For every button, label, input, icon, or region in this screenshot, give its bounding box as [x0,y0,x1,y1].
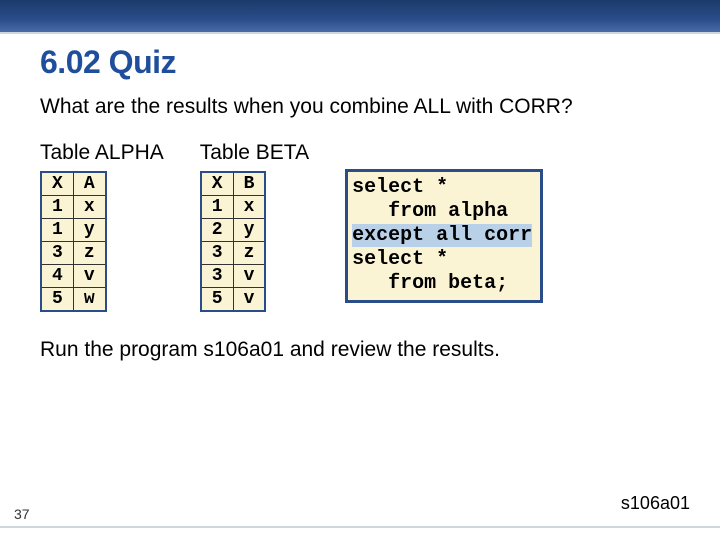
table-row: X A [41,172,106,196]
table-header-cell: B [233,172,265,196]
page-number: 37 [14,506,30,522]
footer-line [0,526,720,528]
table-cell: y [233,219,265,242]
run-note: Run the program s106a01 and review the r… [40,338,680,362]
table-row: 3z [201,242,266,265]
table-cell: 1 [41,219,73,242]
table-row: 1x [201,196,266,219]
tables-row: Table ALPHA X A 1x 1y 3z 4v 5w Table BET… [40,141,680,312]
code-line: from alpha [352,200,508,223]
table-cell: v [73,265,105,288]
sql-code-box: select * from alpha except all corr sele… [345,169,543,303]
table-cell: 1 [41,196,73,219]
table-row: X B [201,172,266,196]
question-text: What are the results when you combine AL… [40,95,680,119]
code-line: select * [352,176,448,199]
table-row: 3v [201,265,266,288]
table-row: 5v [201,288,266,312]
slide-content: 6.02 Quiz What are the results when you … [0,34,720,362]
table-cell: z [233,242,265,265]
table-beta-caption: Table BETA [200,141,309,165]
table-cell: y [73,219,105,242]
code-line: from beta; [352,272,508,295]
table-row: 3z [41,242,106,265]
table-cell: w [73,288,105,312]
table-cell: x [73,196,105,219]
table-row: 4v [41,265,106,288]
table-cell: 1 [201,196,233,219]
table-cell: 3 [41,242,73,265]
table-cell: 5 [41,288,73,312]
top-banner [0,0,720,34]
table-row: 5w [41,288,106,312]
table-header-cell: X [41,172,73,196]
table-beta: X B 1x 2y 3z 3v 5v [200,171,267,312]
table-header-cell: X [201,172,233,196]
table-cell: x [233,196,265,219]
table-header-cell: A [73,172,105,196]
table-row: 1x [41,196,106,219]
code-line-highlight: except all corr [352,224,532,247]
table-cell: 2 [201,219,233,242]
table-alpha: X A 1x 1y 3z 4v 5w [40,171,107,312]
table-row: 2y [201,219,266,242]
slide-title: 6.02 Quiz [40,44,680,81]
table-cell: 4 [41,265,73,288]
table-row: 1y [41,219,106,242]
table-cell: 3 [201,242,233,265]
table-cell: v [233,288,265,312]
table-cell: 3 [201,265,233,288]
table-beta-block: Table BETA X B 1x 2y 3z 3v 5v [200,141,309,312]
file-reference: s106a01 [621,493,690,514]
table-cell: z [73,242,105,265]
table-cell: 5 [201,288,233,312]
table-cell: v [233,265,265,288]
table-alpha-block: Table ALPHA X A 1x 1y 3z 4v 5w [40,141,164,312]
code-line: select * [352,248,448,271]
table-alpha-caption: Table ALPHA [40,141,164,165]
